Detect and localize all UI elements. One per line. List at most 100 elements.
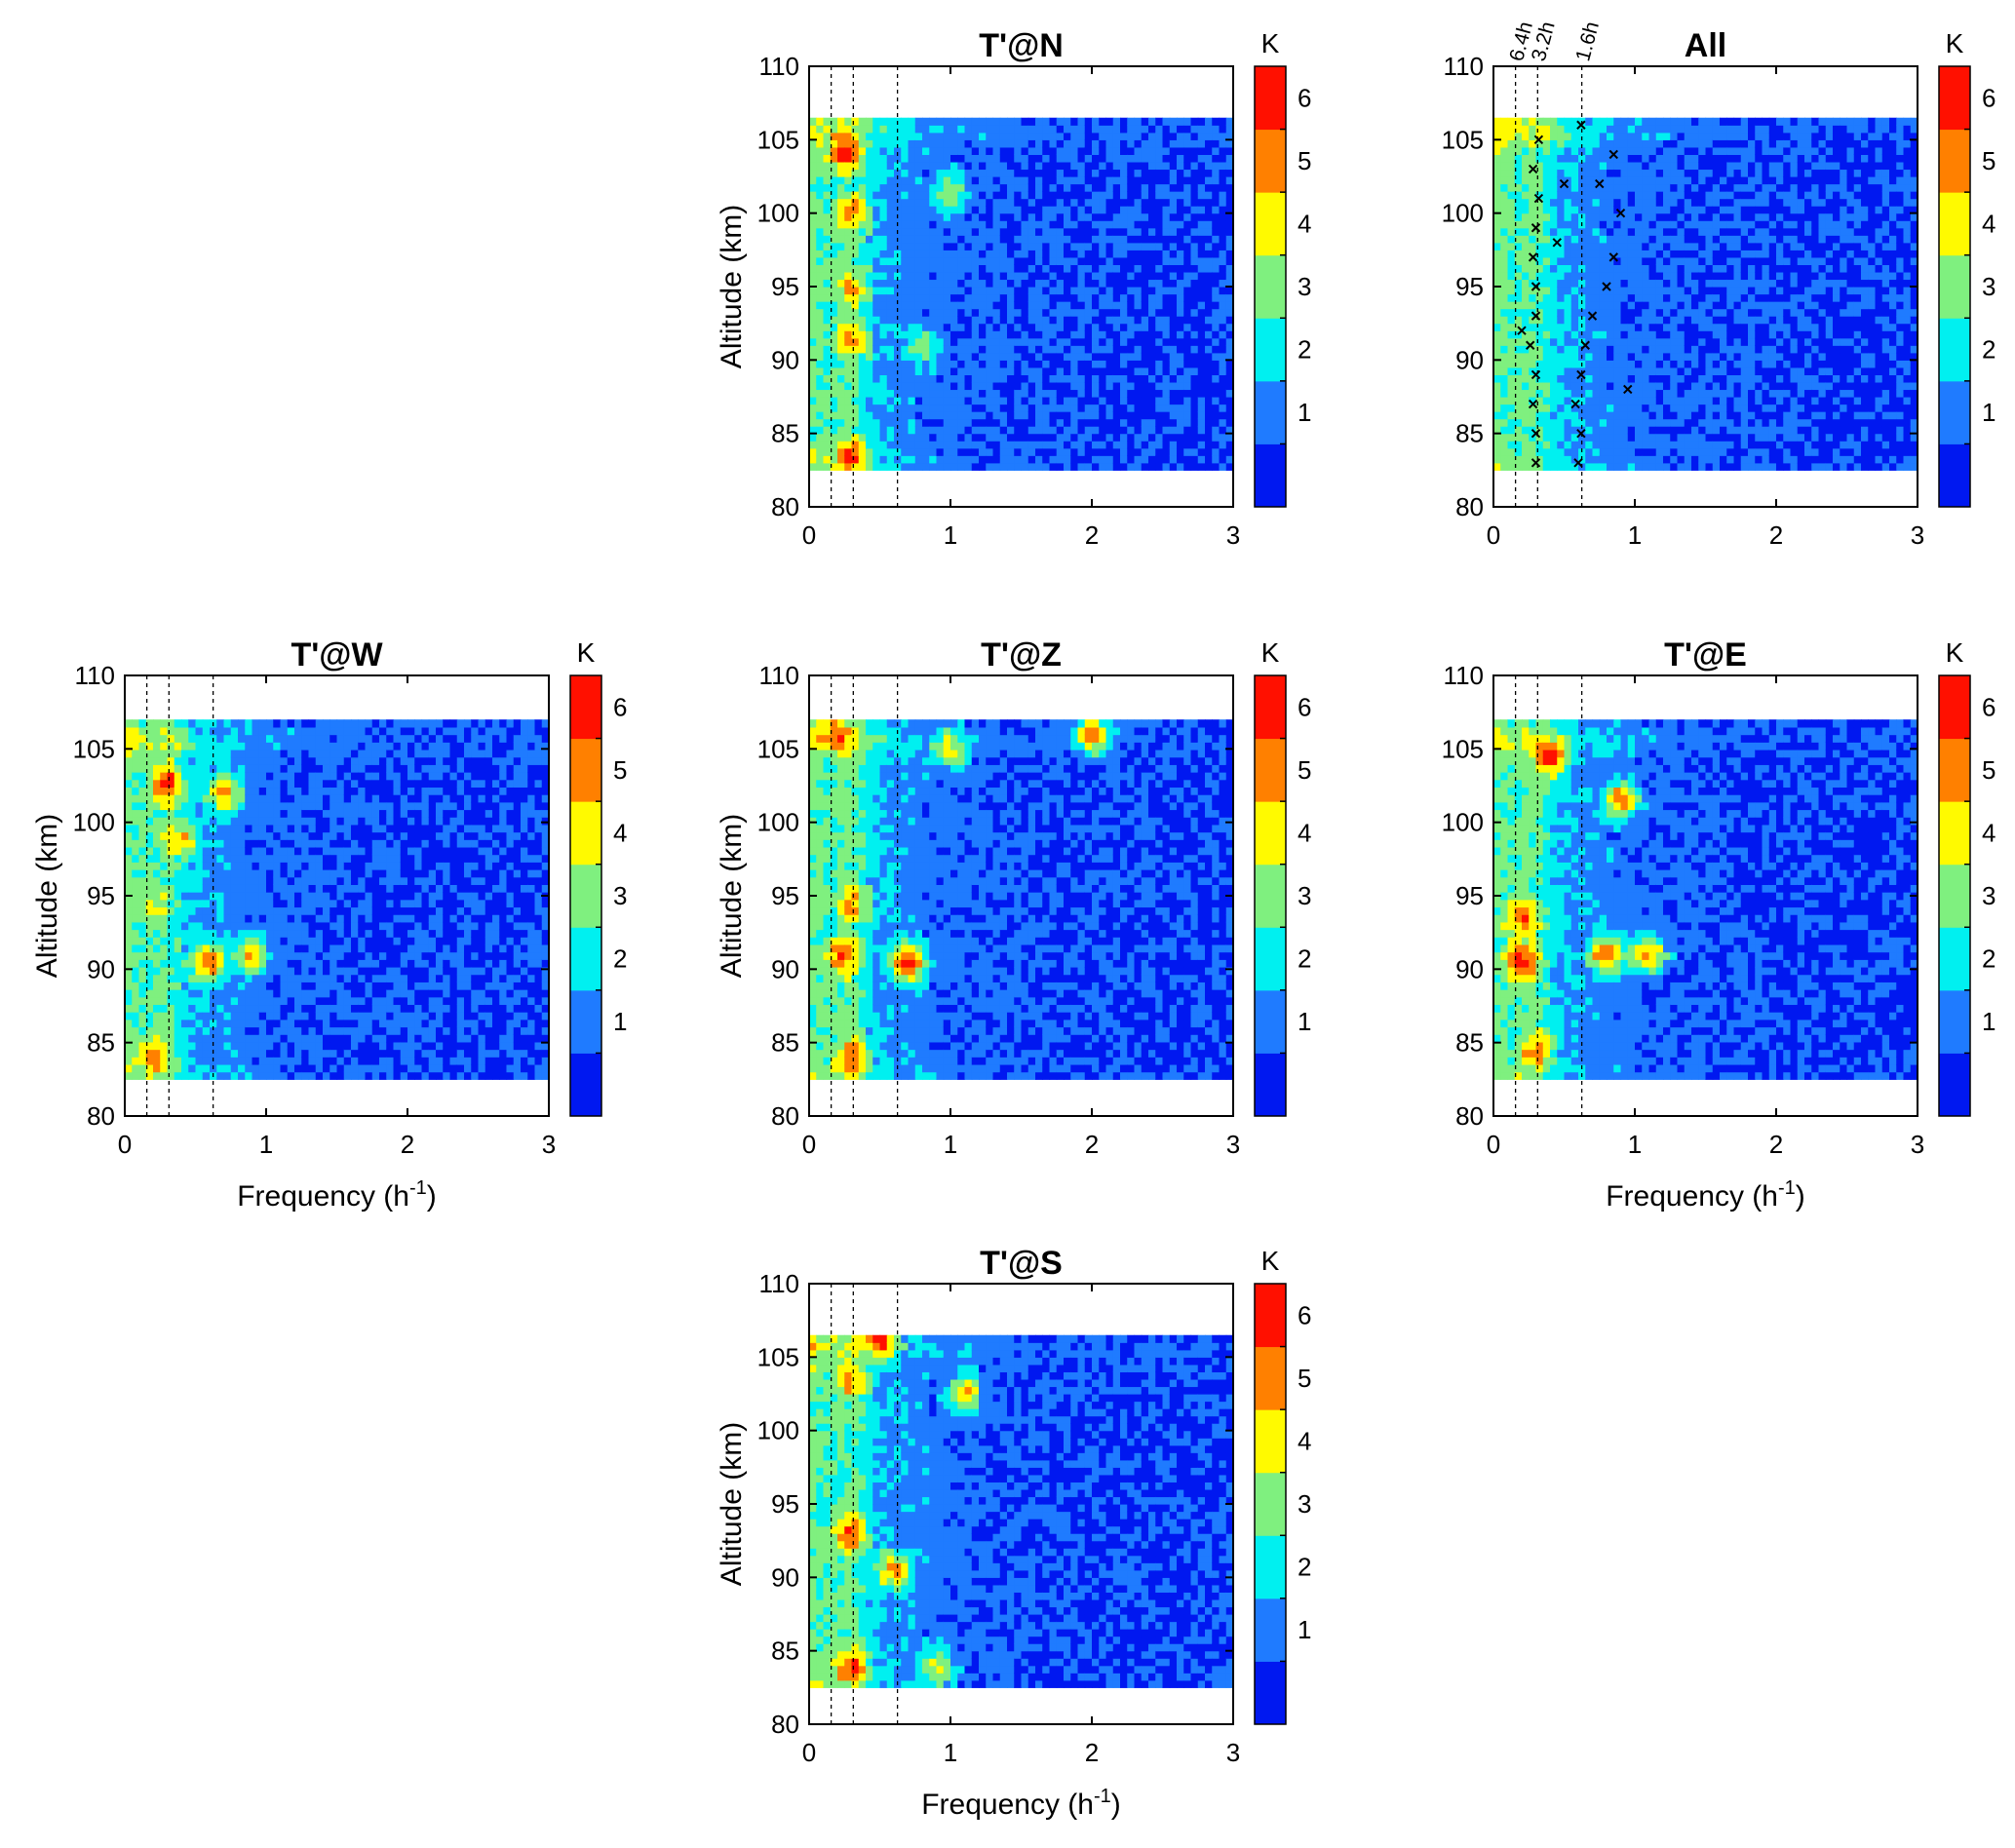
heatmap-cell xyxy=(936,271,945,281)
heatmap-cell xyxy=(1542,441,1551,449)
heatmap-cell xyxy=(1642,161,1650,171)
heatmap-cell xyxy=(1212,323,1221,331)
heatmap-cell xyxy=(1049,323,1058,331)
heatmap-cell xyxy=(1557,374,1566,383)
heatmap-cell xyxy=(1712,411,1721,420)
heatmap-cell xyxy=(1049,411,1058,420)
heatmap-cell xyxy=(1162,117,1171,126)
heatmap-cell xyxy=(1035,250,1043,258)
heatmap-cell xyxy=(1712,447,1721,456)
heatmap-cell xyxy=(886,271,895,281)
heatmap-cell xyxy=(844,301,853,310)
heatmap-cell xyxy=(1042,287,1051,295)
heatmap-cell xyxy=(1169,176,1178,185)
heatmap-cell xyxy=(950,308,958,317)
heatmap-cell xyxy=(950,418,958,427)
heatmap-cell xyxy=(1790,301,1799,310)
heatmap-cell xyxy=(1776,161,1784,171)
heatmap-cell xyxy=(1776,176,1784,185)
heatmap-cell xyxy=(1514,455,1523,464)
heatmap-cell xyxy=(1783,264,1792,273)
heatmap-cell xyxy=(894,183,902,192)
heatmap-cell xyxy=(1691,381,1699,391)
heatmap-cell xyxy=(957,301,966,310)
heatmap-cell xyxy=(844,389,853,398)
heatmap-cell xyxy=(1197,433,1206,442)
heatmap-cell xyxy=(964,397,973,405)
heatmap-cell xyxy=(1768,271,1777,281)
heatmap-cell xyxy=(886,330,895,339)
heatmap-cell xyxy=(1655,360,1664,368)
heatmap-cell xyxy=(1112,183,1121,192)
heatmap-cell xyxy=(1684,441,1692,449)
heatmap-cell xyxy=(922,176,930,185)
heatmap-cell xyxy=(1627,426,1636,435)
heatmap-cell xyxy=(1712,337,1721,346)
heatmap-cell xyxy=(1064,220,1071,229)
heatmap-cell xyxy=(992,264,1001,273)
heatmap-cell xyxy=(1755,250,1763,258)
heatmap-cell xyxy=(929,411,938,420)
heatmap-cell xyxy=(1655,235,1664,244)
heatmap-cell xyxy=(1027,235,1036,244)
heatmap-cell xyxy=(866,146,873,155)
heatmap-cell xyxy=(1493,256,1501,265)
heatmap-cell xyxy=(1120,366,1128,375)
heatmap-cell xyxy=(1570,250,1579,258)
heatmap-cell xyxy=(1493,441,1501,449)
heatmap-cell xyxy=(1212,308,1221,317)
heatmap-cell xyxy=(1570,345,1579,354)
heatmap-cell xyxy=(914,250,923,258)
heatmap-cell xyxy=(866,227,873,236)
heatmap-cell xyxy=(1635,441,1643,449)
heatmap-cell xyxy=(1691,366,1699,375)
heatmap-cell xyxy=(1613,198,1622,207)
heatmap-cell xyxy=(1105,169,1114,177)
heatmap-cell xyxy=(1613,374,1622,383)
heatmap-cell xyxy=(1557,366,1566,375)
heatmap-cell xyxy=(1663,323,1671,331)
heatmap-cell xyxy=(1691,462,1699,471)
heatmap-cell xyxy=(1627,271,1636,281)
heatmap-cell xyxy=(1225,242,1234,250)
heatmap-cell xyxy=(1112,250,1121,258)
heatmap-cell xyxy=(979,360,987,368)
heatmap-cell xyxy=(1148,455,1156,464)
colorbar-segment xyxy=(1255,318,1286,382)
heatmap-cell xyxy=(914,169,923,177)
heatmap-cell xyxy=(1197,337,1206,346)
heatmap-cell xyxy=(1507,441,1516,449)
heatmap-cell xyxy=(1607,411,1614,420)
heatmap-cell xyxy=(837,330,845,339)
heatmap-cell xyxy=(837,235,845,244)
heatmap-cell xyxy=(1529,191,1537,200)
heatmap-cell xyxy=(1514,462,1523,471)
heatmap-cell xyxy=(1007,330,1015,339)
heatmap-cell xyxy=(837,411,845,420)
heatmap-cell xyxy=(858,301,867,310)
heatmap-cell xyxy=(1212,256,1221,265)
heatmap-cell xyxy=(1120,132,1128,140)
heatmap-cell xyxy=(1141,264,1149,273)
heatmap-cell xyxy=(1148,220,1156,229)
heatmap-cell xyxy=(1748,198,1756,207)
heatmap-cell xyxy=(908,418,916,427)
heatmap-cell xyxy=(1148,337,1156,346)
heatmap-cell xyxy=(1155,125,1164,134)
heatmap-cell xyxy=(894,411,902,420)
heatmap-cell xyxy=(1592,235,1601,244)
heatmap-cell xyxy=(1599,323,1608,331)
heatmap-cell xyxy=(1613,220,1622,229)
heatmap-cell xyxy=(830,426,838,435)
heatmap-cell xyxy=(1105,389,1114,398)
heatmap-cell xyxy=(999,250,1008,258)
heatmap-cell xyxy=(1205,176,1213,185)
heatmap-cell xyxy=(809,271,817,281)
heatmap-cell xyxy=(1177,433,1184,442)
heatmap-cell xyxy=(886,212,895,221)
heatmap-cell xyxy=(894,397,902,405)
heatmap-cell xyxy=(950,433,958,442)
heatmap-cell xyxy=(1134,337,1143,346)
heatmap-cell xyxy=(1755,161,1763,171)
heatmap-cell xyxy=(1705,293,1714,302)
